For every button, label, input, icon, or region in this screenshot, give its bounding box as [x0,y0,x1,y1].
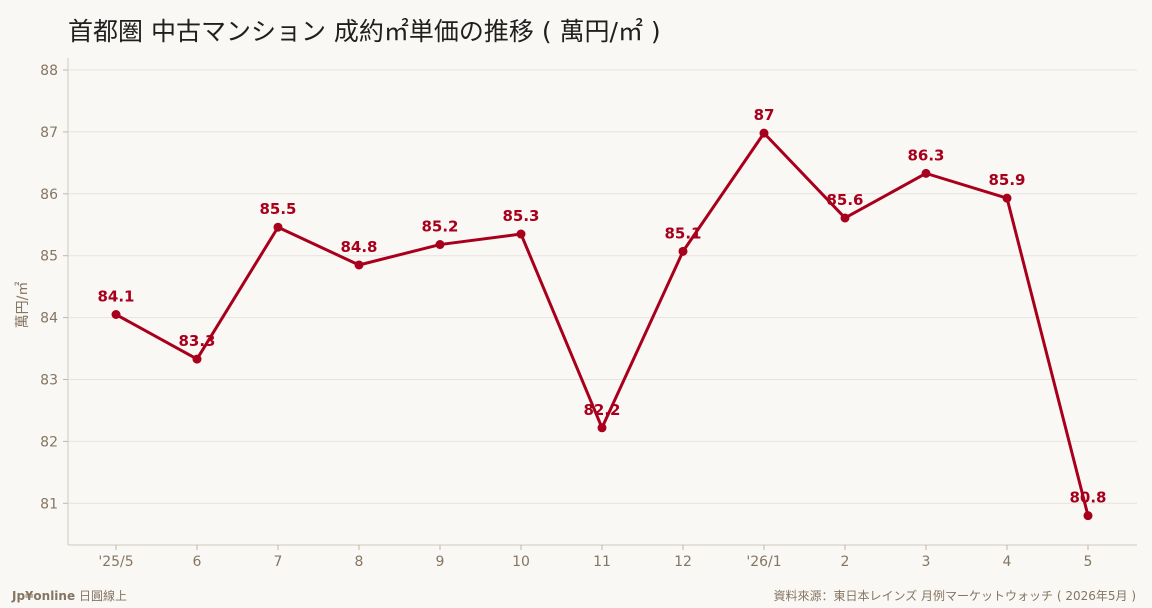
x-tick-label: 7 [274,554,283,570]
data-label: 82.2 [583,401,620,419]
data-point [678,246,688,256]
y-tick-label: 84 [40,311,58,327]
x-tick-label: 9 [436,554,445,570]
brand-credit: Jp¥online 日圓線上 [12,587,127,604]
x-tick-label: 6 [193,554,202,570]
data-point [516,229,526,239]
data-label: 85.2 [421,218,458,236]
data-label: 83.3 [178,332,215,350]
x-tick-label: '26/1 [746,554,781,570]
data-point [597,423,607,433]
x-tick-label: 11 [593,554,611,570]
data-label: 84.8 [340,238,377,256]
x-tick-label: 2 [841,554,850,570]
data-point [921,168,931,178]
data-point [354,260,364,270]
data-label: 85.1 [664,224,701,242]
y-tick-label: 88 [40,63,58,79]
data-label: 84.1 [97,288,134,306]
x-tick-label: 10 [512,554,530,570]
data-point [1002,193,1012,203]
data-label: 85.3 [502,207,539,225]
data-point [435,240,445,250]
brand-name: Jp¥online [12,589,76,603]
y-tick-label: 86 [40,187,58,203]
data-point [840,213,850,223]
brand-suffix: 日圓線上 [78,589,127,603]
data-label: 85.9 [988,171,1025,189]
data-labels: 84.1 83.3 85.5 84.8 85.2 85.3 82.2 85.1 87 85.6 86… [97,106,1106,507]
y-tick-label: 82 [40,434,58,450]
data-point [1083,511,1093,521]
data-label: 85.6 [826,191,863,209]
x-tick-label: 4 [1003,554,1012,570]
y-tick-label: 87 [40,125,58,141]
source-note: 資料來源：東日本レインズ 月例マーケットウォッチ ( 2026年5月 ) [773,589,1136,603]
series-line [114,131,1090,518]
series-layer [111,128,1093,521]
y-tick-label: 81 [40,496,58,512]
x-tick-label: 5 [1084,554,1093,570]
chart-title: 首都圏 中古マンション 成約㎡単価の推移 ( 萬円/㎡ ) [68,17,661,46]
y-tick-label: 85 [40,249,58,265]
x-tick-label: 12 [674,554,692,570]
data-point [759,128,769,138]
y-tick-label: 83 [40,373,58,389]
data-point [273,222,283,232]
data-label: 86.3 [907,146,944,164]
data-label: 80.8 [1069,489,1106,507]
axes: 81 82 83 84 85 86 87 88 '25/5 6 7 8 9 10 11 12 '26/1 2 3 4 5 [40,58,1137,570]
data-point [192,354,202,364]
data-label: 87 [754,106,775,124]
x-tick-label: '25/5 [98,554,133,570]
data-point [111,310,121,320]
x-tick-label: 3 [922,554,931,570]
gridlines [68,69,1137,504]
x-tick-label: 8 [355,554,364,570]
data-label: 85.5 [259,200,296,218]
